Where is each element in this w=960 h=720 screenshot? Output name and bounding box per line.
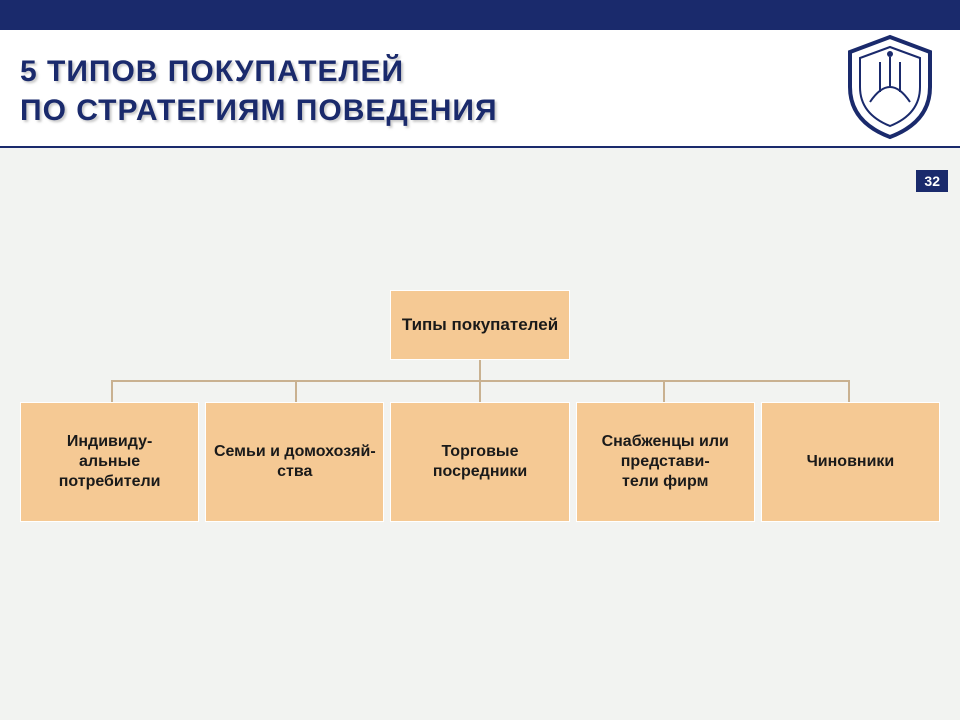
top-bar <box>0 0 960 30</box>
child-node: Индивиду-альные потребители <box>20 402 199 522</box>
connector-vertical <box>295 382 297 402</box>
page-number-badge: 32 <box>916 170 948 192</box>
divider <box>0 146 960 148</box>
org-diagram: Типы покупателей Индивиду-альные потреби… <box>20 290 940 522</box>
title-line-2: ПО СТРАТЕГИЯМ ПОВЕДЕНИЯ <box>20 91 940 130</box>
child-node: Торговые посредники <box>390 402 569 522</box>
children-row: Индивиду-альные потребители Семьи и домо… <box>20 402 940 522</box>
connector-row <box>111 382 850 402</box>
root-label: Типы покупателей <box>402 314 558 335</box>
child-label: Торговые посредники <box>397 442 562 482</box>
child-node: Снабженцы или представи-тели фирм <box>576 402 755 522</box>
connector-horizontal <box>111 380 850 382</box>
connector-vertical <box>663 382 665 402</box>
child-label: Чиновники <box>807 452 895 472</box>
child-node: Чиновники <box>761 402 940 522</box>
child-node: Семьи и домохозяй-ства <box>205 402 384 522</box>
title-line-1: 5 ТИПОВ ПОКУПАТЕЛЕЙ <box>20 52 940 91</box>
page-title: 5 ТИПОВ ПОКУПАТЕЛЕЙ ПО СТРАТЕГИЯМ ПОВЕДЕ… <box>20 52 940 130</box>
connector-vertical <box>479 360 481 380</box>
child-label: Снабженцы или представи-тели фирм <box>583 432 748 492</box>
child-label: Семьи и домохозяй-ства <box>214 442 376 482</box>
child-label: Индивиду-альные потребители <box>27 432 192 492</box>
header: 5 ТИПОВ ПОКУПАТЕЛЕЙ ПО СТРАТЕГИЯМ ПОВЕДЕ… <box>0 30 960 146</box>
root-node: Типы покупателей <box>390 290 570 360</box>
connector-vertical <box>479 382 481 402</box>
logo-shield-icon <box>840 32 940 142</box>
connector-vertical <box>848 382 850 402</box>
connector-vertical <box>111 382 113 402</box>
